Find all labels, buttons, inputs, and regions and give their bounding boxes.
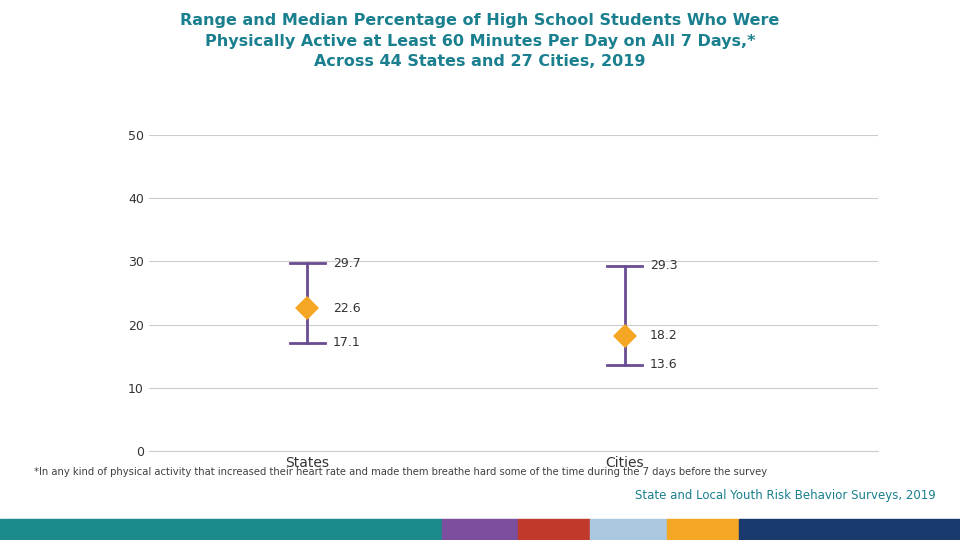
Text: 29.3: 29.3 (650, 259, 678, 272)
Bar (442, 519, 518, 540)
Text: 22.6: 22.6 (333, 302, 360, 315)
Text: 13.6: 13.6 (650, 359, 678, 372)
Bar (590, 519, 667, 540)
Bar (518, 519, 590, 540)
Text: 18.2: 18.2 (650, 329, 678, 342)
Bar (739, 519, 960, 540)
Text: 29.7: 29.7 (333, 256, 361, 270)
Text: Range and Median Percentage of High School Students Who Were
Physically Active a: Range and Median Percentage of High Scho… (180, 14, 780, 69)
Text: 17.1: 17.1 (333, 336, 361, 349)
Bar (667, 519, 739, 540)
Text: State and Local Youth Risk Behavior Surveys, 2019: State and Local Youth Risk Behavior Surv… (636, 489, 936, 502)
Text: *In any kind of physical activity that increased their heart rate and made them : *In any kind of physical activity that i… (34, 467, 767, 477)
Bar (0, 519, 442, 540)
